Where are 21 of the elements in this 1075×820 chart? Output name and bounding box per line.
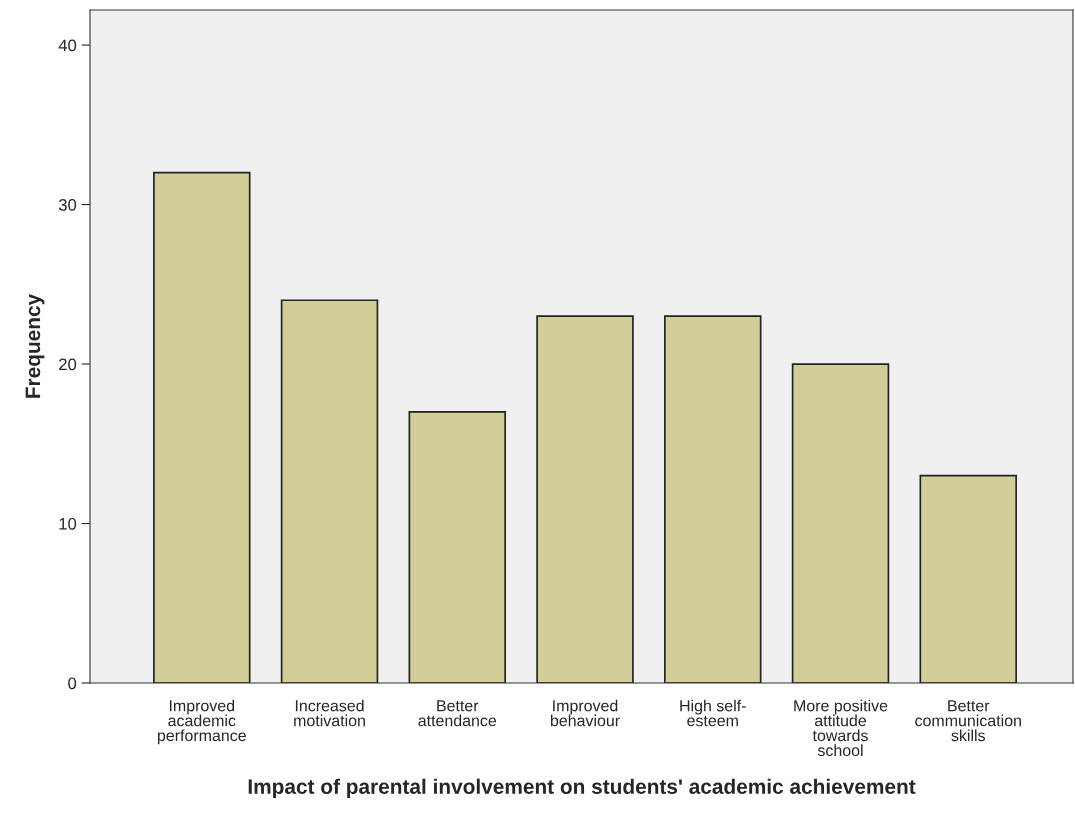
bar [280,299,379,683]
x-tick-label: Increased motivation [294,699,365,727]
bar [664,315,762,683]
x-axis-title: Impact of parental involvement on students' academic achievement [248,778,916,799]
x-tick-label: Improved behaviour [550,699,620,727]
y-tick-label: 40 [58,39,77,52]
bar [536,315,634,683]
bar [153,171,251,683]
y-axis-title: Frequency [25,293,45,398]
y-tick-label: 0 [68,677,77,690]
x-tick-label: Better attendance [418,700,497,727]
bar [408,411,507,683]
x-tick-label: Better communication skills [915,700,1021,742]
x-tick-label: More positive attitude towards school [794,699,888,757]
y-tick-label: 30 [58,198,77,211]
bar [919,474,1017,683]
x-tick-label: Improved academic performance [157,699,246,745]
bar [791,363,890,683]
y-tick-label: 20 [59,358,77,371]
x-tick-label: High self- esteem [680,699,746,727]
y-tick-label: 10 [59,517,77,530]
